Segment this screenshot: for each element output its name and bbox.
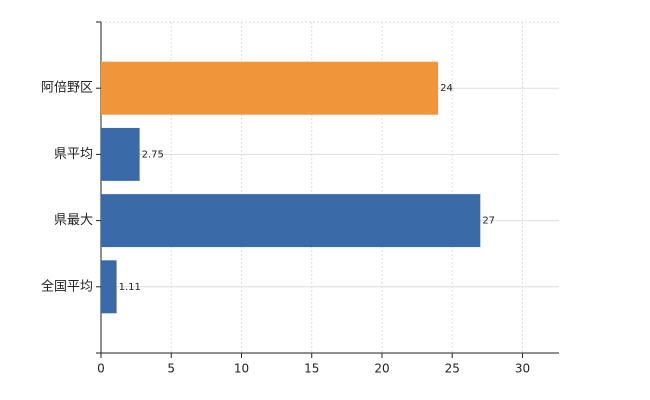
bar bbox=[101, 260, 117, 314]
value-label: 27 bbox=[482, 216, 495, 227]
value-label: 1.11 bbox=[119, 282, 141, 293]
y-tick-label: 県最大 bbox=[54, 213, 93, 228]
value-label: 24 bbox=[440, 83, 453, 94]
value-label: 2.75 bbox=[142, 149, 164, 160]
bar bbox=[101, 127, 140, 181]
y-tick-label: 県平均 bbox=[54, 147, 93, 162]
x-tick-label: 5 bbox=[167, 362, 175, 376]
bar bbox=[101, 61, 439, 115]
x-tick-label: 20 bbox=[374, 362, 389, 376]
x-tick-label: 25 bbox=[445, 362, 460, 376]
x-tick-label: 30 bbox=[515, 362, 530, 376]
x-tick-label: 0 bbox=[97, 362, 105, 376]
x-tick-label: 15 bbox=[304, 362, 319, 376]
y-tick-label: 阿倍野区 bbox=[41, 81, 93, 96]
x-tick-label: 10 bbox=[234, 362, 249, 376]
bar bbox=[101, 194, 481, 248]
y-tick-label: 全国平均 bbox=[41, 278, 93, 294]
